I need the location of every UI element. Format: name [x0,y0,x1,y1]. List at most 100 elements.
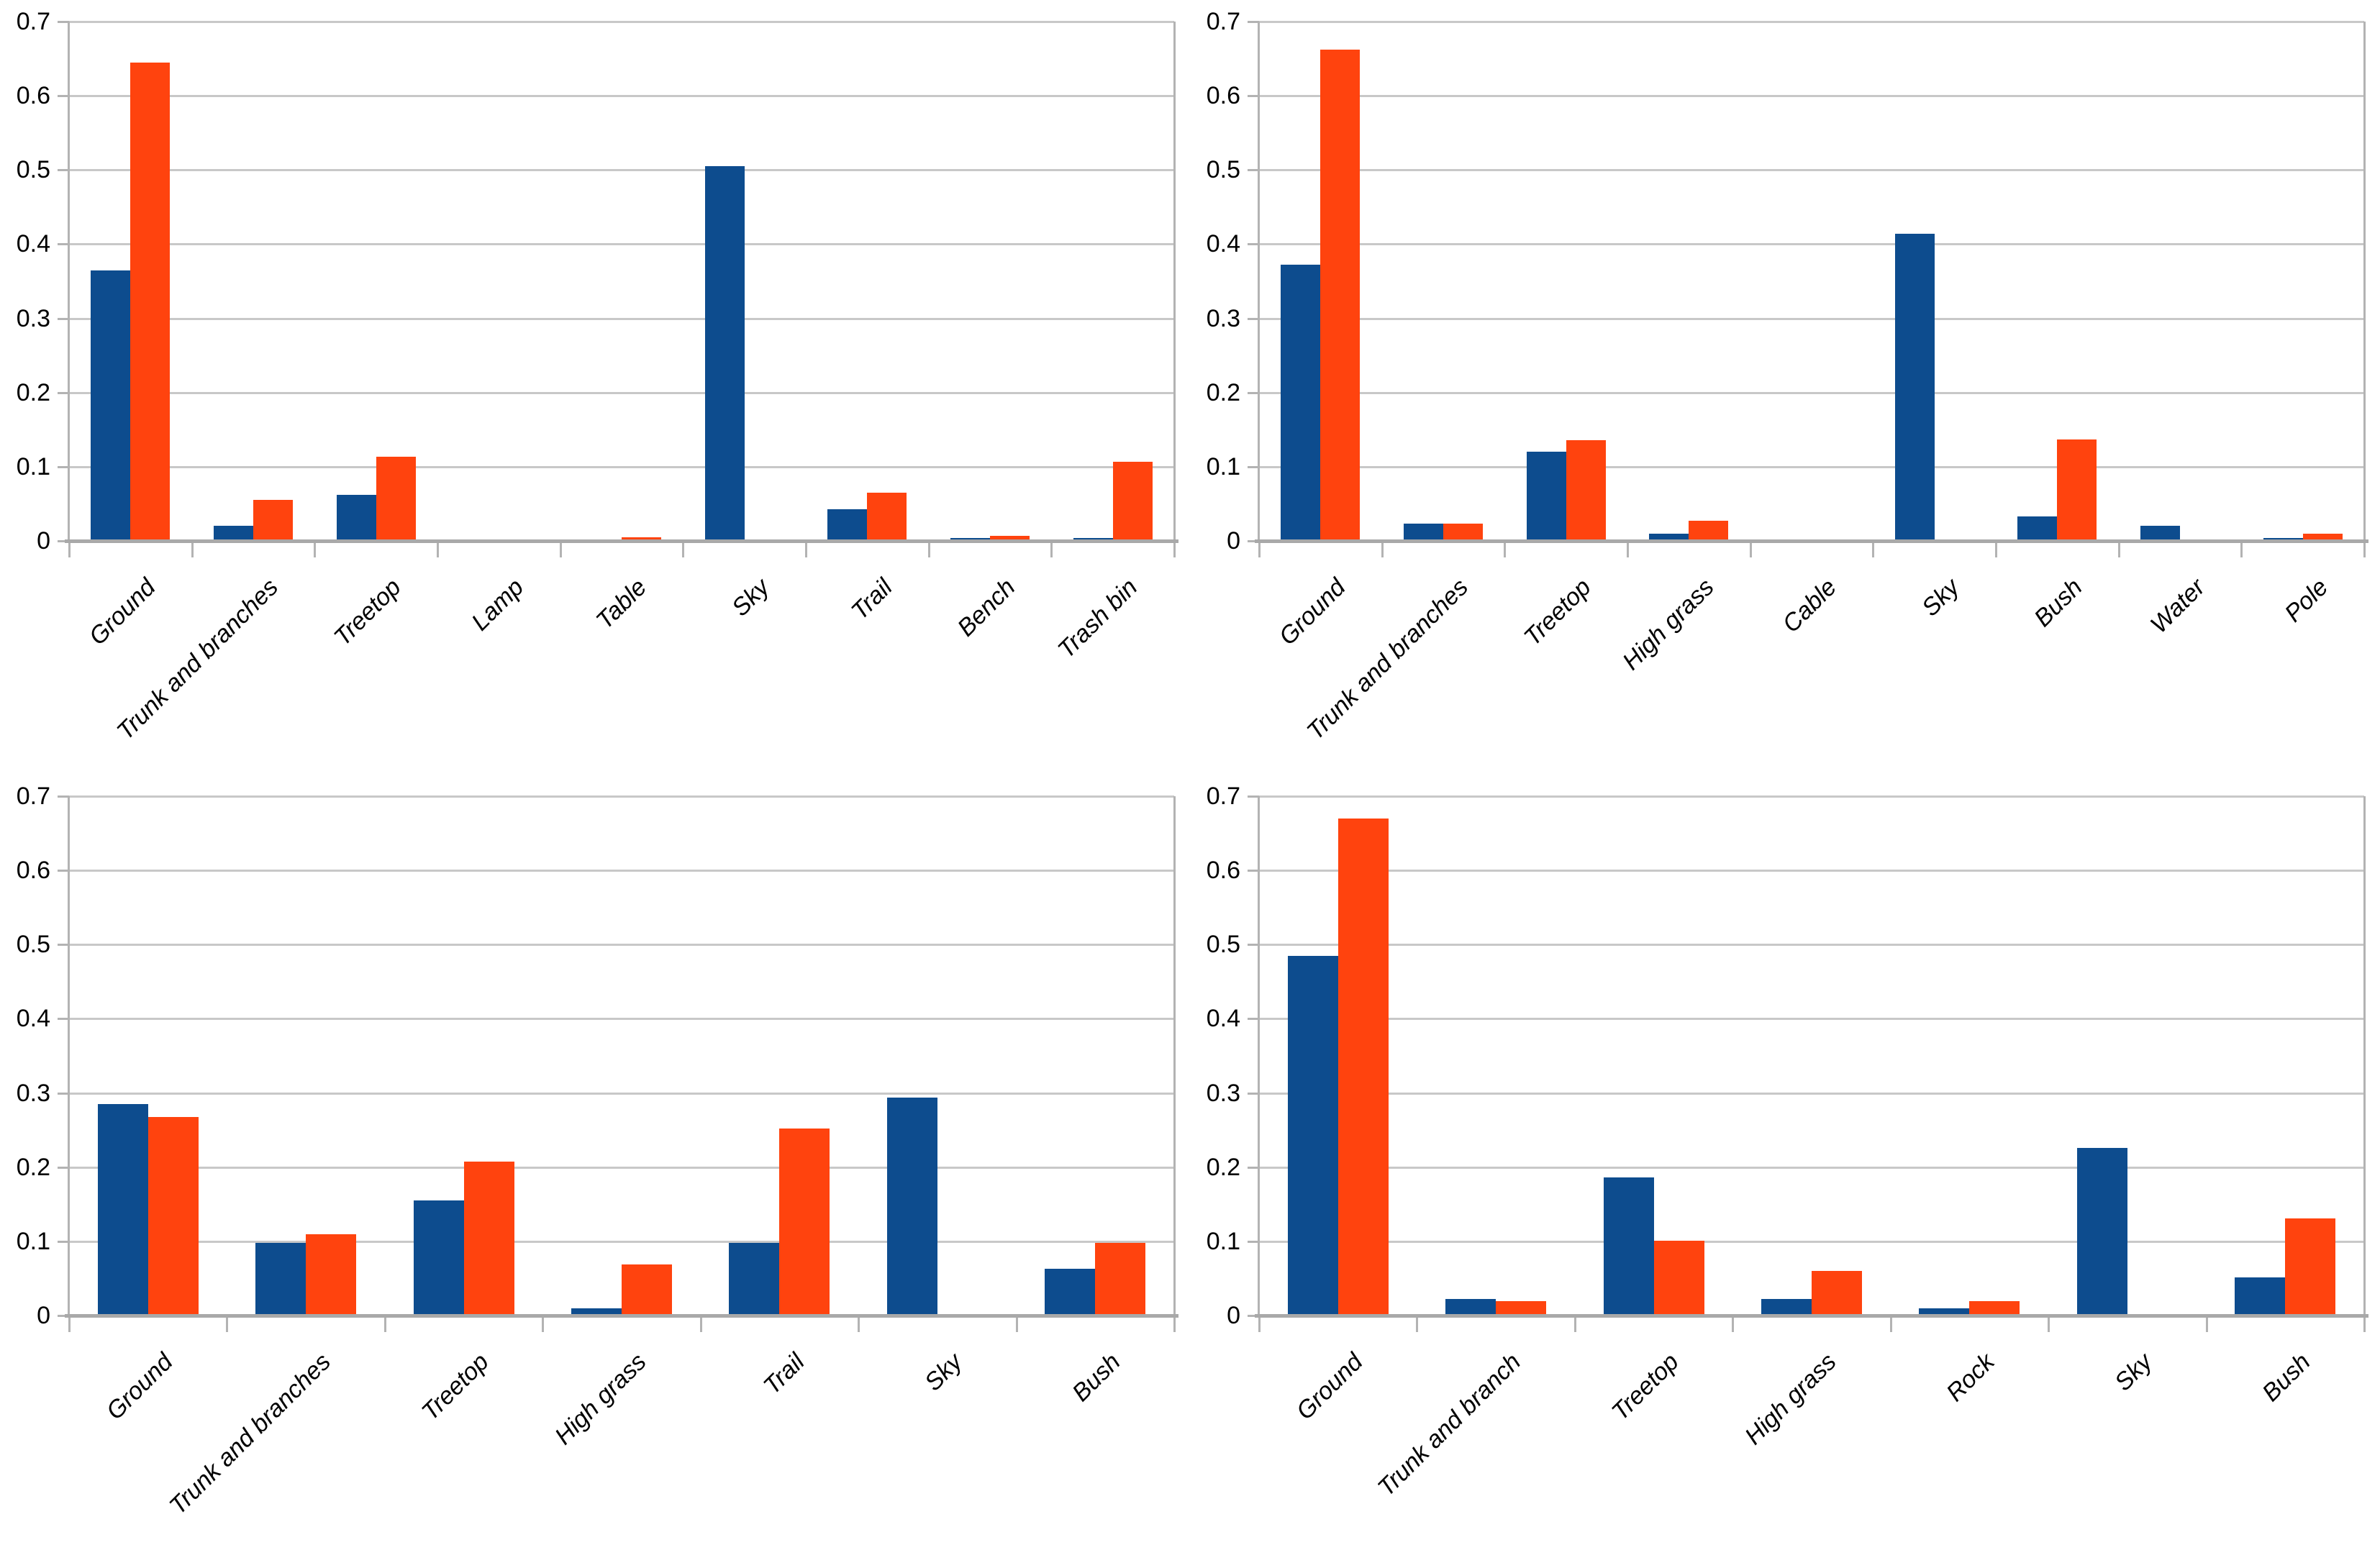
bar-series-orange [1443,524,1483,541]
bar-series-orange [1095,1243,1145,1316]
y-axis-tick [1248,169,1259,172]
x-axis-baseline [1255,539,2368,543]
y-axis-label: 0.5 [1206,156,1240,184]
x-axis-tick [1574,1318,1576,1332]
x-axis-label: Treetop [328,573,406,652]
y-axis-tick [1248,1240,1259,1243]
y-axis-tick [1248,870,1259,872]
x-axis-tick [226,1318,228,1332]
bar-series-orange [990,536,1030,541]
y-axis-tick [1248,1018,1259,1021]
x-axis-tick [1258,543,1261,557]
x-axis-label: High grass [1740,1348,1843,1451]
plot-right-border [2363,796,2366,1316]
y-axis-label: 0.2 [1206,1153,1240,1181]
y-gridline [1259,169,2364,172]
bar-series-blue [1281,265,1320,541]
y-axis-tick [58,465,69,468]
x-axis-label: Rock [1940,1348,2000,1407]
x-axis-label: Bench [952,573,1021,642]
x-axis-tick [1050,543,1053,557]
x-axis-tick [1416,1318,1418,1332]
y-axis-tick [58,795,69,798]
x-axis-tick [1890,1318,1892,1332]
y-gridline [1259,1092,2364,1095]
bar-series-blue [1288,956,1338,1316]
y-gridline [69,21,1174,23]
x-axis-tick [1872,543,1874,557]
bar-series-orange [130,63,170,541]
x-axis-label: Pole [2279,573,2333,628]
x-axis-tick [1750,543,1752,557]
x-axis-label: Sky [726,573,775,622]
y-gridline [69,465,1174,468]
y-axis-tick [58,1240,69,1243]
bar-series-orange [1113,462,1153,541]
bar-series-blue [1445,1299,1496,1316]
bar-series-blue [414,1200,464,1316]
y-axis-label: 0.3 [16,304,50,332]
y-axis-label: 0.1 [16,1227,50,1255]
bar-series-orange [1496,1301,1546,1316]
y-gridline [1259,465,2364,468]
bar-series-blue [827,509,867,541]
y-gridline [1259,391,2364,394]
bar-series-orange [1566,440,1606,541]
y-axis-label: 0.4 [16,1005,50,1033]
bar-series-orange [1320,50,1360,541]
bar-series-orange [779,1129,830,1316]
y-axis-tick [1248,1092,1259,1095]
bar-series-orange [867,493,907,541]
bar-series-orange [148,1117,199,1316]
y-axis-tick [1248,317,1259,320]
x-axis-label: Bush [2028,573,2088,632]
x-axis-tick [1732,1318,1734,1332]
x-axis-tick [314,543,316,557]
x-axis-label: Treetop [416,1348,494,1426]
bar-series-orange [2057,439,2097,541]
plot-right-border [1173,22,1176,541]
x-axis-label: Trash bin [1053,573,1143,664]
x-axis-tick [2363,543,2366,557]
x-axis-label: Cable [1777,573,1843,638]
bar-series-blue [1895,234,1935,541]
bar-series-blue [91,270,130,541]
x-axis-tick [1173,1318,1176,1332]
y-axis-tick [1248,540,1259,542]
y-gridline [69,795,1174,798]
y-axis-label: 0.4 [1206,230,1240,258]
x-axis-baseline [1255,1314,2368,1318]
y-axis-label: 0.6 [16,82,50,110]
y-axis-label: 0.2 [1206,378,1240,406]
y-gridline [1259,1240,2364,1243]
bar-series-orange [1338,819,1389,1316]
y-axis-label: 0.4 [16,230,50,258]
y-axis-tick [58,391,69,394]
y-axis-tick [58,21,69,23]
x-axis-tick [542,1318,544,1332]
x-axis-tick [1504,543,1506,557]
y-axis-tick [1248,391,1259,394]
x-axis-tick [1173,543,1176,557]
x-axis-baseline [65,1314,1178,1318]
y-gridline [69,1240,1174,1243]
y-gridline [69,870,1174,872]
x-axis-label: Trunk and branch [1372,1348,1527,1502]
x-axis-tick [384,1318,386,1332]
x-axis-label: Treetop [1518,573,1596,652]
x-axis-tick [805,543,807,557]
x-axis-label: Sky [919,1348,968,1397]
y-axis-tick [58,540,69,542]
x-axis-label: Ground [101,1348,178,1426]
x-axis-label: Sky [1916,573,1965,622]
x-axis-label: Ground [83,573,161,651]
x-axis-tick [2240,543,2243,557]
x-axis-label: Sky [2109,1348,2158,1397]
x-axis-tick [2118,543,2120,557]
y-gridline [69,243,1174,246]
x-axis-tick [191,543,194,557]
y-gridline [1259,1018,2364,1021]
bar-series-blue [214,526,253,541]
y-gridline [1259,870,2364,872]
x-axis-label: High grass [550,1348,653,1451]
